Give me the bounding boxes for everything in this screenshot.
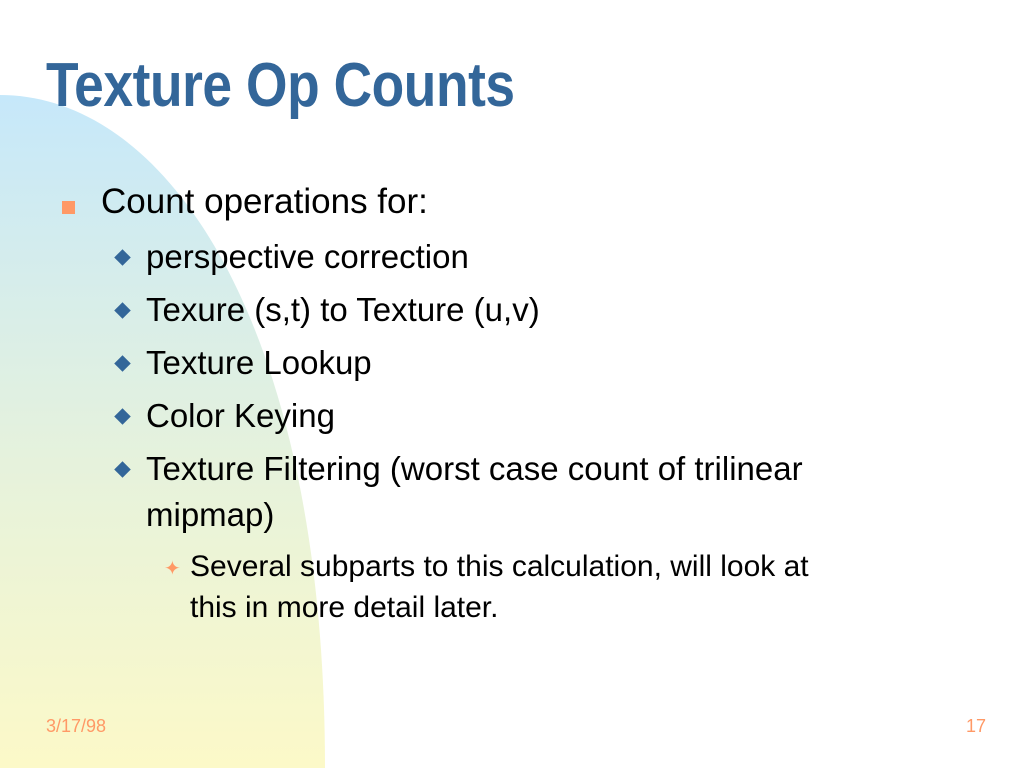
slide-date: 3/17/98 <box>46 716 107 736</box>
sub-bullet: perspective correction <box>146 238 469 275</box>
square-bullet-icon <box>62 201 75 214</box>
sub-bullet-continuation: mipmap) <box>146 496 275 533</box>
bullet-text: Count operations for: <box>101 182 428 221</box>
sub-bullet: Texture Lookup <box>146 344 372 381</box>
sub-bullet: Texure (s,t) to Texture (u,v) <box>146 291 540 328</box>
sub-bullet: Texture Filtering (worst case count of t… <box>146 450 803 487</box>
sub-sub-bullet: Several subparts to this calculation, wi… <box>190 546 809 628</box>
sub-sub-bullet-line: this in more detail later. <box>190 591 499 624</box>
slide-title: Texture Op Counts <box>46 51 515 120</box>
sub-sub-bullet-line: Several subparts to this calculation, wi… <box>190 550 809 583</box>
slide-number: 17 <box>966 716 987 736</box>
four-point-star-icon: ✦ <box>164 558 181 580</box>
sub-bullet: Color Keying <box>146 397 335 434</box>
